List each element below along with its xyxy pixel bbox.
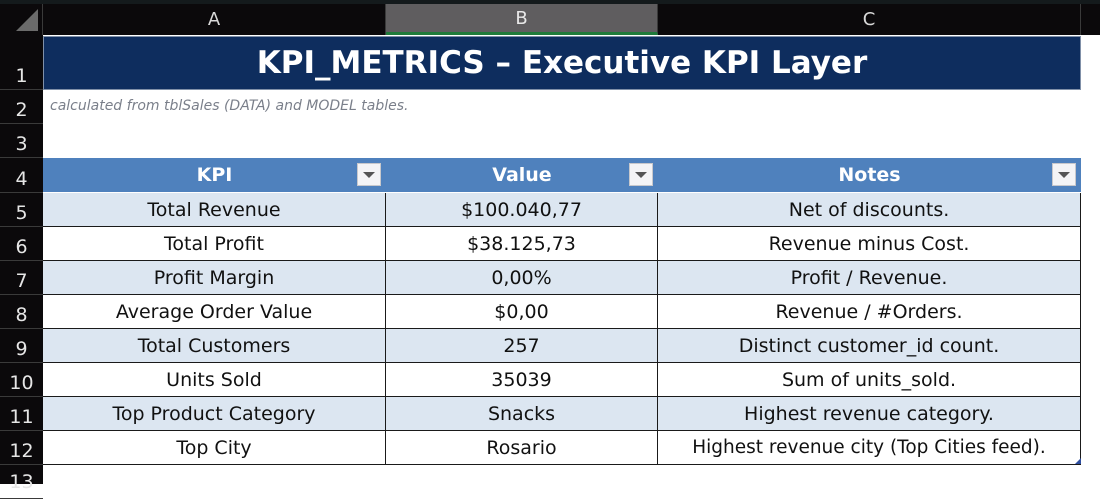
row-header-10[interactable]: 10 xyxy=(0,363,43,397)
cell-kpi[interactable]: Top City xyxy=(43,431,386,465)
row-header-12[interactable]: 12 xyxy=(0,431,43,465)
cell-kpi[interactable]: Average Order Value xyxy=(43,295,386,329)
header-kpi[interactable]: KPI xyxy=(43,158,386,192)
header-kpi-label: KPI xyxy=(196,164,233,186)
header-notes[interactable]: Notes xyxy=(658,158,1081,192)
header-value-label: Value xyxy=(492,164,552,186)
cell-value[interactable]: 257 xyxy=(386,329,658,363)
cell-kpi[interactable]: Profit Margin xyxy=(43,261,386,295)
header-notes-label: Notes xyxy=(838,164,901,186)
filter-dropdown-notes[interactable] xyxy=(1052,163,1076,186)
cell-notes[interactable]: Distinct customer_id count. xyxy=(658,329,1081,363)
row-header-3[interactable]: 3 xyxy=(0,124,43,158)
select-all-triangle-icon xyxy=(16,9,38,31)
filter-dropdown-value[interactable] xyxy=(629,163,653,186)
column-header-b[interactable]: B xyxy=(386,4,658,35)
cell-kpi[interactable]: Total Profit xyxy=(43,227,386,261)
row-header-13[interactable]: 13 xyxy=(0,465,43,499)
cell-kpi[interactable]: Top Product Category xyxy=(43,397,386,431)
cell-notes[interactable]: Revenue / #Orders. xyxy=(658,295,1081,329)
cell-value[interactable]: Rosario xyxy=(386,431,658,465)
row-header-7[interactable]: 7 xyxy=(0,261,43,295)
column-header-a[interactable]: A xyxy=(43,4,386,35)
cell-notes[interactable]: Highest revenue city (Top Cities feed). xyxy=(658,431,1081,465)
select-all-button[interactable] xyxy=(0,4,43,35)
cell-kpi[interactable]: Units Sold xyxy=(43,363,386,397)
chevron-down-icon xyxy=(635,171,647,178)
cell-kpi[interactable]: Total Customers xyxy=(43,329,386,363)
subtitle-note: calculated from tblSales (DATA) and MODE… xyxy=(50,98,409,114)
row-header-5[interactable]: 5 xyxy=(0,193,43,227)
cell-notes[interactable]: Net of discounts. xyxy=(658,193,1081,227)
row-header-4[interactable]: 4 xyxy=(0,158,43,193)
row-header-11[interactable]: 11 xyxy=(0,397,43,431)
page-title: KPI_METRICS – Executive KPI Layer xyxy=(43,36,1081,90)
cell-value[interactable]: 35039 xyxy=(386,363,658,397)
chevron-down-icon xyxy=(363,171,375,178)
table-resize-handle[interactable] xyxy=(1075,458,1081,464)
cell-kpi[interactable]: Total Revenue xyxy=(43,193,386,227)
cell-notes[interactable]: Highest revenue category. xyxy=(658,397,1081,431)
cell-notes[interactable]: Sum of units_sold. xyxy=(658,363,1081,397)
row-header-bar xyxy=(0,35,43,484)
row-header-6[interactable]: 6 xyxy=(0,227,43,261)
column-header-c[interactable]: C xyxy=(658,4,1081,35)
row-header-2[interactable]: 2 xyxy=(0,90,43,124)
cell-notes[interactable]: Revenue minus Cost. xyxy=(658,227,1081,261)
cell-value[interactable]: $0,00 xyxy=(386,295,658,329)
row-header-9[interactable]: 9 xyxy=(0,329,43,363)
cell-value[interactable]: $100.040,77 xyxy=(386,193,658,227)
row-header-1[interactable]: 1 xyxy=(0,36,43,90)
filter-dropdown-kpi[interactable] xyxy=(357,163,381,186)
cell-value[interactable]: $38.125,73 xyxy=(386,227,658,261)
top-band xyxy=(0,0,1100,4)
cell-notes[interactable]: Profit / Revenue. xyxy=(658,261,1081,295)
header-value[interactable]: Value xyxy=(386,158,658,192)
row-header-8[interactable]: 8 xyxy=(0,295,43,329)
chevron-down-icon xyxy=(1058,171,1070,178)
cell-value[interactable]: Snacks xyxy=(386,397,658,431)
cell-value[interactable]: 0,00% xyxy=(386,261,658,295)
